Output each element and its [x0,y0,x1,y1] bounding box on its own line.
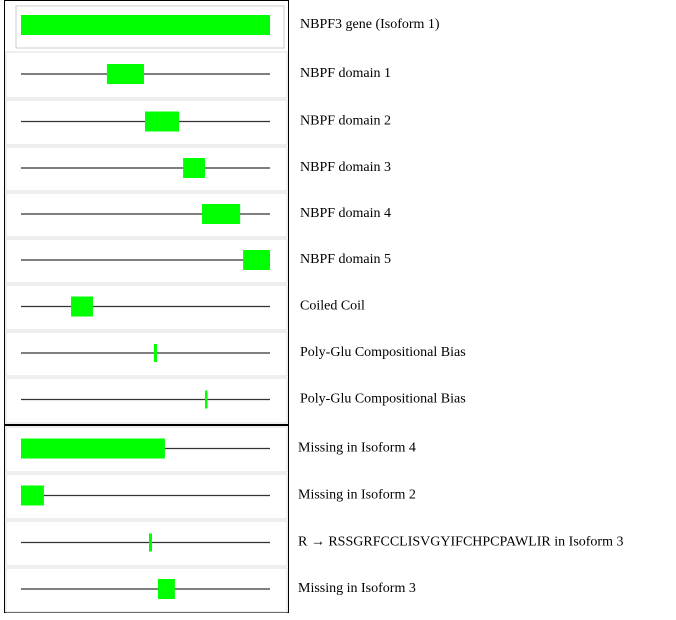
feature-label: NBPF domain 4 [300,206,391,221]
feature-label: Missing in Isoform 4 [298,441,416,456]
feature-label: NBPF domain 3 [300,160,391,175]
feature-label: Missing in Isoform 2 [298,488,416,503]
feature-bar [71,296,93,317]
feature-label: Coiled Coil [300,299,365,314]
feature-bar [157,579,175,599]
feature-bar [21,15,270,35]
row-box [5,426,288,473]
row-box [5,284,288,331]
row-box [5,520,288,567]
feature-bar [145,111,180,132]
feature-bar [21,438,165,459]
feature-bar [21,485,44,506]
top-frame [4,0,289,425]
row-box [5,331,288,377]
feature-bar [183,158,206,178]
feature-bar [243,250,270,270]
row-box [5,238,288,284]
row-box [5,146,288,192]
row-box [5,99,288,146]
feature-label: NBPF domain 1 [300,66,391,81]
feature-label: Poly-Glu Compositional Bias [300,392,466,407]
feature-label: NBPF domain 5 [300,252,391,267]
feature-bar [148,533,152,552]
feature-bar [106,64,145,84]
row-box [5,473,288,520]
feature-label: Poly-Glu Compositional Bias [300,345,466,360]
feature-label: NBPF domain 2 [300,114,391,129]
feature-bar [153,344,157,362]
feature-label: Missing in Isoform 3 [298,581,416,596]
feature-bar [202,204,241,224]
row-box [5,51,288,99]
row-box [5,192,288,238]
row-box [15,5,285,49]
row-box [5,567,288,613]
row-box [5,377,288,424]
feature-label: NBPF3 gene (Isoform 1) [300,17,440,32]
feature-label: R → RSSGRFCCLISVGYIFCHPCPAWLIR in Isofor… [298,535,623,550]
feature-bar [205,390,208,409]
